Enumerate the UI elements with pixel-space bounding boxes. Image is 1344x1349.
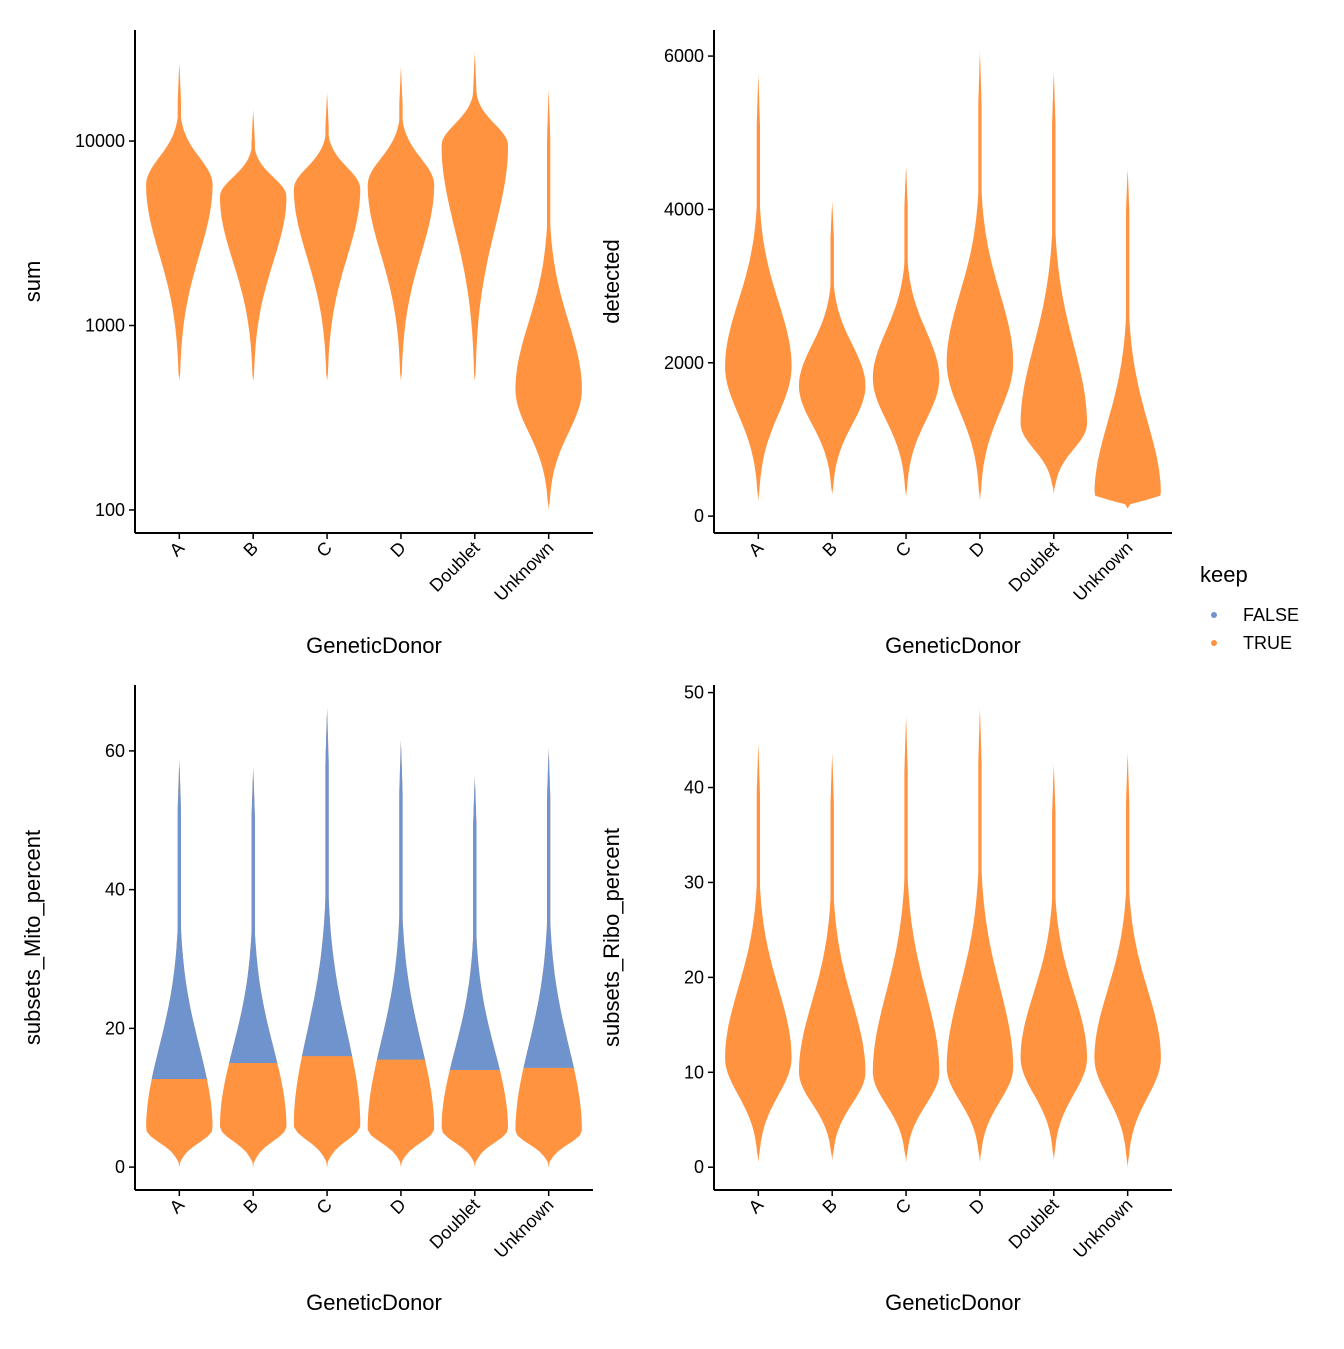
y-tick-label: 0 [115, 1157, 125, 1177]
violin [799, 200, 866, 495]
y-tick-label: 1000 [85, 316, 125, 336]
violin [441, 50, 508, 382]
x-tick-label: Doublet [1005, 538, 1063, 596]
violin [872, 715, 940, 1163]
x-tick-label: D [965, 538, 988, 561]
x-tick-label: A [745, 538, 768, 561]
y-axis-title: subsets_Ribo_percent [599, 828, 624, 1047]
x-tick-label: Doublet [426, 538, 484, 596]
x-tick-label: Unknown [490, 1195, 557, 1262]
x-tick-label: D [386, 538, 409, 561]
x-tick-label: B [818, 538, 841, 561]
x-tick-label: Unknown [1069, 1195, 1136, 1262]
violin [367, 66, 435, 381]
violin [872, 165, 940, 497]
violin [799, 751, 866, 1161]
y-axis-title: sum [20, 261, 45, 303]
y-tick-label: 20 [105, 1018, 125, 1038]
violin-false-part [523, 747, 574, 1068]
x-tick-label: A [166, 1195, 189, 1218]
violin-false-part [376, 739, 425, 1060]
y-tick-label: 40 [684, 778, 704, 798]
x-tick-label: C [313, 538, 336, 561]
violin [946, 49, 1014, 501]
x-tick-label: A [745, 1195, 768, 1218]
x-tick-label: A [166, 538, 189, 561]
x-axis-title: GeneticDonor [885, 633, 1021, 658]
x-tick-label: Doublet [426, 1195, 484, 1253]
y-tick-label: 30 [684, 872, 704, 892]
y-tick-label: 60 [105, 741, 125, 761]
y-tick-label: 4000 [664, 199, 704, 219]
legend-label: FALSE [1243, 605, 1299, 625]
violin [515, 87, 582, 510]
y-tick-label: 40 [105, 880, 125, 900]
legend-swatch [1211, 612, 1217, 618]
violin [725, 742, 792, 1163]
y-tick-label: 10 [684, 1062, 704, 1082]
x-tick-label: B [818, 1195, 841, 1218]
violin-false-part [229, 766, 278, 1064]
x-tick-label: Unknown [1069, 538, 1136, 605]
y-tick-label: 20 [684, 967, 704, 987]
violin [725, 72, 792, 501]
legend-title: keep [1200, 562, 1248, 587]
x-tick-label: D [386, 1195, 409, 1218]
x-axis-title: GeneticDonor [306, 633, 442, 658]
x-tick-label: C [313, 1195, 336, 1218]
violin [1020, 762, 1087, 1160]
violin [946, 706, 1014, 1163]
y-tick-label: 6000 [664, 46, 704, 66]
x-tick-label: Doublet [1005, 1195, 1063, 1253]
violin [220, 108, 287, 381]
y-tick-label: 100 [95, 500, 125, 520]
x-tick-label: C [892, 538, 915, 561]
violin [1020, 69, 1087, 494]
x-tick-label: C [892, 1195, 915, 1218]
y-axis-title: subsets_Mito_percent [20, 830, 45, 1045]
x-axis-title: GeneticDonor [885, 1290, 1021, 1315]
y-tick-label: 2000 [664, 353, 704, 373]
violin-false-part [151, 759, 207, 1080]
violin-false-part [449, 775, 500, 1070]
violin [1094, 751, 1161, 1168]
violin [293, 91, 361, 382]
y-tick-label: 0 [694, 1157, 704, 1177]
x-axis-title: GeneticDonor [306, 1290, 442, 1315]
x-tick-label: Unknown [490, 538, 557, 605]
y-tick-label: 10000 [75, 131, 125, 151]
x-tick-label: B [239, 1195, 262, 1218]
x-tick-label: D [965, 1195, 988, 1218]
y-tick-label: 50 [684, 683, 704, 703]
violin [1094, 168, 1161, 509]
x-tick-label: B [239, 538, 262, 561]
violin [146, 61, 213, 381]
legend-label: TRUE [1243, 633, 1292, 653]
legend-swatch [1211, 640, 1217, 646]
violin-false-part [301, 707, 353, 1057]
y-tick-label: 0 [694, 506, 704, 526]
y-axis-title: detected [599, 239, 624, 323]
